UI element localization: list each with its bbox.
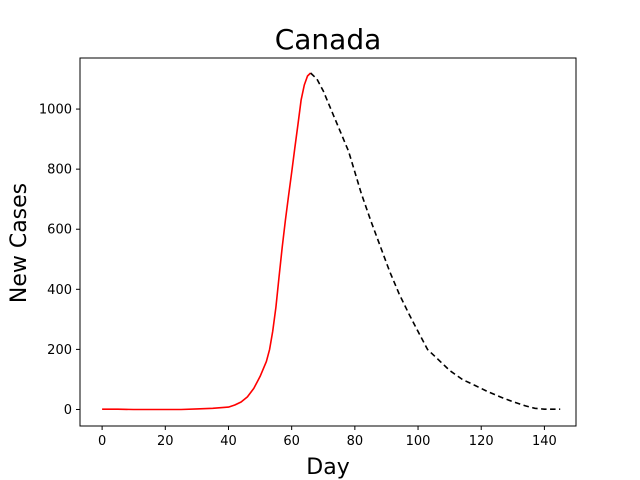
x-tick-label: 100 (406, 434, 431, 449)
x-tick-label: 80 (347, 434, 364, 449)
y-axis-label: New Cases (7, 183, 32, 303)
y-tick-label: 800 (47, 163, 72, 178)
x-tick-label: 140 (532, 434, 557, 449)
x-axis-label: Day (306, 455, 349, 480)
x-tick-label: 120 (469, 434, 494, 449)
x-tick-label: 40 (220, 434, 237, 449)
x-tick-label: 60 (283, 434, 300, 449)
series-line-1 (102, 72, 312, 411)
chart-title: Canada (275, 23, 382, 56)
y-tick-label: 600 (47, 223, 72, 238)
y-tick-label: 200 (47, 343, 72, 358)
plot-area: 0 20 40 60 80 100 120 140 0 200 400 600 800 1000 (39, 72, 561, 449)
y-tick-label: 0 (64, 403, 72, 418)
y-tick-label: 400 (47, 283, 72, 298)
x-tick-label: 20 (157, 434, 174, 449)
plot-frame (79, 57, 577, 427)
y-tick-label: 1000 (39, 103, 72, 118)
series-line-2 (310, 72, 561, 410)
x-tick-label: 0 (98, 434, 106, 449)
